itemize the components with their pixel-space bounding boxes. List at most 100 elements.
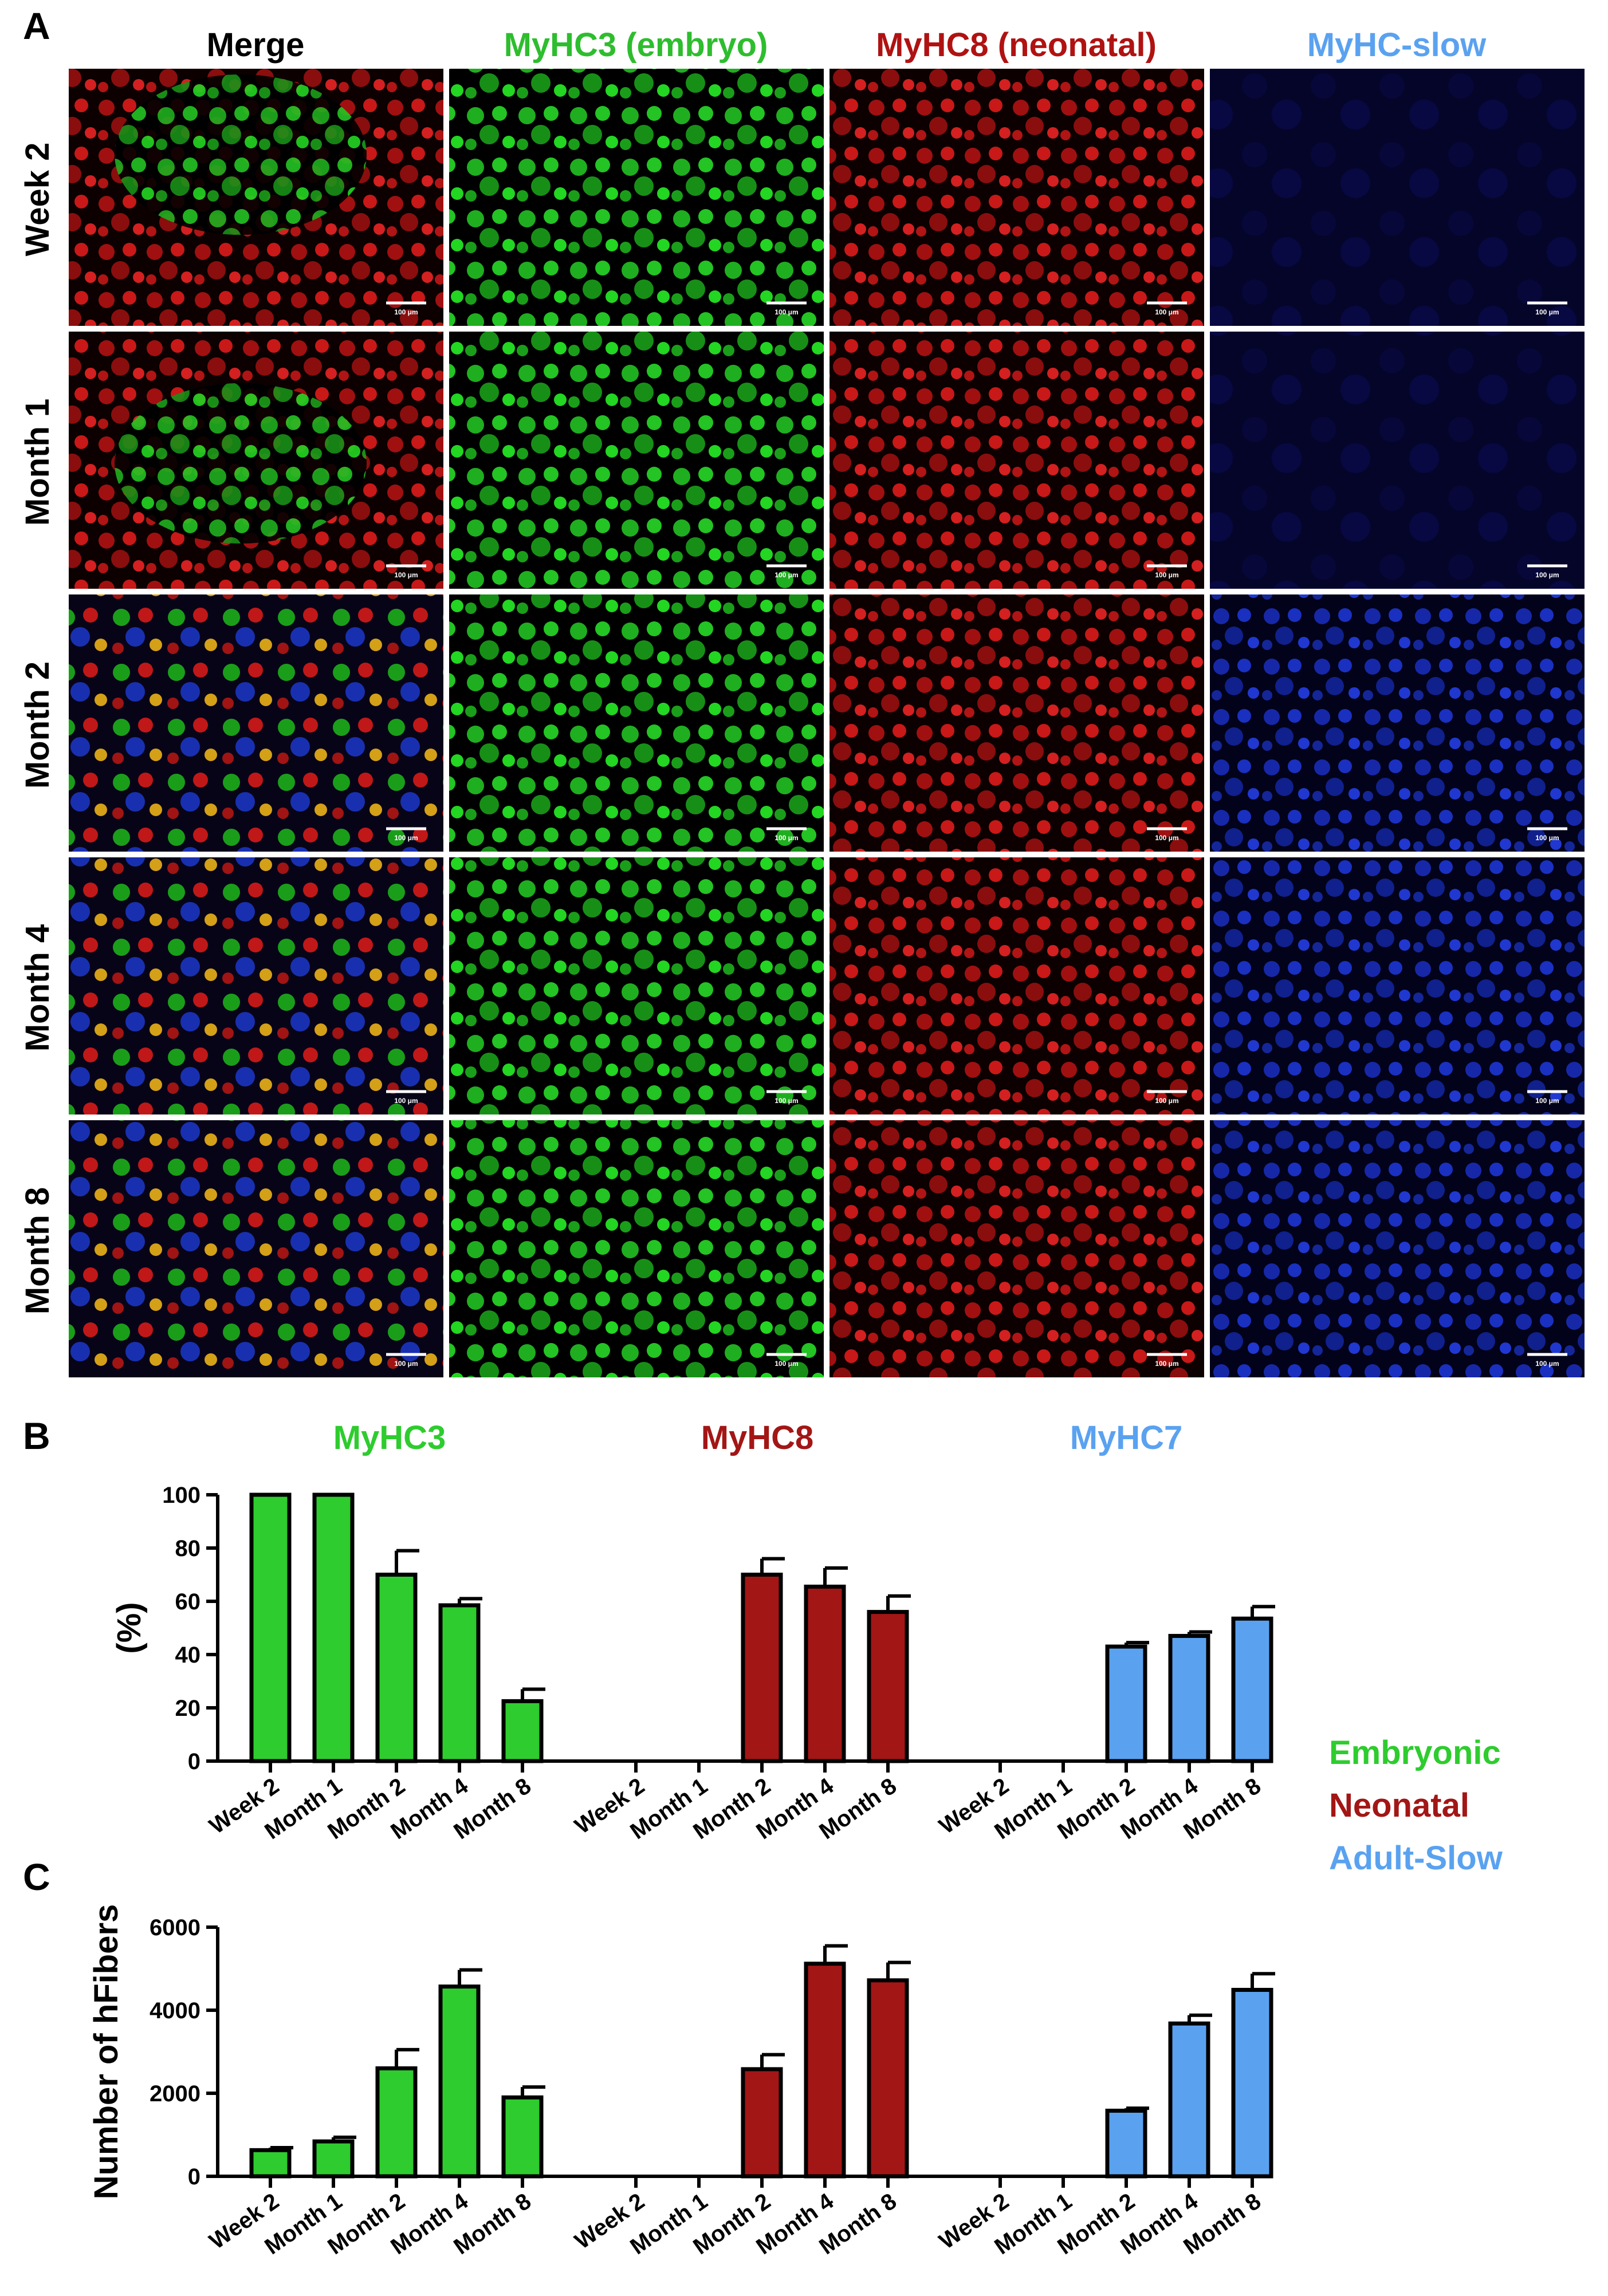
micrograph-month-8-myhc-slow: 100 μm xyxy=(1210,1120,1585,1377)
scale-bar-label: 100 μm xyxy=(774,1360,798,1368)
scale-bar-label: 100 μm xyxy=(1155,1097,1178,1105)
micrograph-image xyxy=(829,69,1204,326)
bar-myhc8-month-4 xyxy=(804,1584,846,1763)
panel-letter-c: C xyxy=(23,1856,50,1898)
row-label-month-4: Month 4 xyxy=(19,924,56,1051)
bar-myhc3-month-4 xyxy=(438,1603,481,1763)
micrograph-image xyxy=(449,1120,824,1377)
scale-bar-label: 100 μm xyxy=(1155,1360,1178,1368)
scale-bar-label: 100 μm xyxy=(774,571,798,579)
micrograph-image xyxy=(829,1120,1204,1377)
scale-bar-label: 100 μm xyxy=(394,308,418,316)
micrograph-week-2-myhc8-neonatal: 100 μm xyxy=(829,69,1204,326)
y-tick-label: 20 xyxy=(175,1696,201,1721)
column-header-myhc8: MyHC8 (neonatal) xyxy=(876,26,1157,64)
micrograph-month-2-myhc-slow: 100 μm xyxy=(1210,594,1585,852)
row-label-month-2: Month 2 xyxy=(19,661,56,789)
micrograph-month-2-myhc8-neonatal: 100 μm xyxy=(829,594,1204,852)
micrograph-image xyxy=(829,332,1204,589)
micrograph-image xyxy=(69,594,443,852)
micrograph-month-1-merge: 100 μm xyxy=(69,332,443,589)
micrograph-month-8-myhc3-embryo: 100 μm xyxy=(449,1120,824,1377)
scale-bar-label: 100 μm xyxy=(394,1360,418,1368)
micrograph-image xyxy=(449,332,824,589)
column-header-myhc3: MyHC3 (embryo) xyxy=(504,26,768,64)
micrograph-month-4-myhc8-neonatal: 100 μm xyxy=(829,857,1204,1114)
scale-bar-label: 100 μm xyxy=(1155,308,1178,316)
scale-bar-label: 100 μm xyxy=(1155,571,1178,579)
column-header-myhc-slow: MyHC-slow xyxy=(1307,26,1487,64)
micrograph-month-1-myhc3-embryo: 100 μm xyxy=(449,332,824,589)
micrograph-image xyxy=(1210,332,1585,589)
y-tick-label: 6000 xyxy=(150,1915,200,1940)
micrograph-image xyxy=(69,1120,443,1377)
scale-bar-label: 100 μm xyxy=(394,1097,418,1105)
micrograph-image xyxy=(449,69,824,326)
micrograph-image xyxy=(829,857,1204,1114)
bar-myhc7-month-2 xyxy=(1105,1644,1147,1763)
micrograph-week-2-myhc3-embryo: 100 μm xyxy=(449,69,824,326)
micrograph-image xyxy=(1210,69,1585,326)
bar-myhc8-month-2 xyxy=(741,1573,783,1763)
micrograph-image xyxy=(1210,857,1585,1114)
micrograph-month-2-myhc3-embryo: 100 μm xyxy=(449,594,824,852)
micrograph-image xyxy=(1210,1120,1585,1377)
y-tick-label: 4000 xyxy=(150,1998,200,2023)
micrograph-image xyxy=(69,857,443,1114)
series-header-myhc3: MyHC3 xyxy=(333,1419,446,1456)
y-tick-label: 0 xyxy=(188,2164,200,2189)
bar-myhc3-month-4 xyxy=(438,1984,481,2179)
micrograph-week-2-myhc-slow: 100 μm xyxy=(1210,69,1585,326)
scale-bar-label: 100 μm xyxy=(1155,834,1178,842)
bar-myhc7-month-2 xyxy=(1105,2108,1147,2179)
micrograph-month-4-myhc3-embryo: 100 μm xyxy=(449,857,824,1114)
y-tick-label: 40 xyxy=(175,1643,201,1668)
legend-embryonic: Embryonic xyxy=(1329,1734,1501,1771)
bar-myhc3-week-2 xyxy=(249,1492,292,1763)
bar-myhc7-month-4 xyxy=(1168,2021,1210,2179)
green-fiber-cluster xyxy=(115,383,367,544)
micrograph-month-2-merge: 100 μm xyxy=(69,594,443,852)
legend-adult-slow: Adult-Slow xyxy=(1329,1840,1503,1877)
y-tick-label: 2000 xyxy=(150,2081,200,2106)
column-header-merge: Merge xyxy=(207,26,305,64)
bar-myhc3-week-2 xyxy=(249,2148,292,2179)
series-header-myhc8: MyHC8 xyxy=(701,1419,814,1456)
bar-myhc3-month-8 xyxy=(501,2095,544,2179)
y-tick-label: 100 xyxy=(162,1483,200,1508)
scale-bar-label: 100 μm xyxy=(394,834,418,842)
micrograph-image xyxy=(449,594,824,852)
scale-bar-label: 100 μm xyxy=(1535,834,1559,842)
y-tick-label: 80 xyxy=(175,1536,201,1561)
scale-bar-label: 100 μm xyxy=(1535,1360,1559,1368)
bar-myhc8-month-4 xyxy=(804,1962,846,2179)
bar-myhc8-month-8 xyxy=(867,1978,909,2179)
micrograph-week-2-merge: 100 μm xyxy=(69,69,443,326)
scale-bar-label: 100 μm xyxy=(774,834,798,842)
micrograph-grid: 100 μm 100 μm 100 μm 100 μm 100 μm 100 μm 100 … xyxy=(69,69,1585,1377)
y-axis-title: Number of hFibers xyxy=(88,1904,125,2200)
green-fiber-cluster xyxy=(115,74,367,235)
panel-letter-b: B xyxy=(23,1415,50,1457)
micrograph-month-4-myhc-slow: 100 μm xyxy=(1210,857,1585,1114)
bar-myhc3-month-2 xyxy=(375,2066,418,2179)
scale-bar-label: 100 μm xyxy=(774,308,798,316)
micrograph-image xyxy=(449,857,824,1114)
legend-neonatal: Neonatal xyxy=(1329,1787,1469,1824)
scale-bar-label: 100 μm xyxy=(394,571,418,579)
row-label-month-1: Month 1 xyxy=(19,399,56,526)
micrograph-month-8-myhc8-neonatal: 100 μm xyxy=(829,1120,1204,1377)
bar-myhc8-month-8 xyxy=(867,1610,909,1763)
bar-myhc7-month-4 xyxy=(1168,1633,1210,1763)
bar-myhc3-month-1 xyxy=(312,2139,355,2179)
micrograph-image xyxy=(1210,594,1585,852)
y-tick-label: 0 xyxy=(188,1749,200,1774)
bar-myhc3-month-2 xyxy=(375,1573,418,1763)
micrograph-month-4-merge: 100 μm xyxy=(69,857,443,1114)
y-axis-title: (%) xyxy=(111,1602,148,1653)
micrograph-image xyxy=(829,594,1204,852)
bar-myhc8-month-2 xyxy=(741,2067,783,2179)
